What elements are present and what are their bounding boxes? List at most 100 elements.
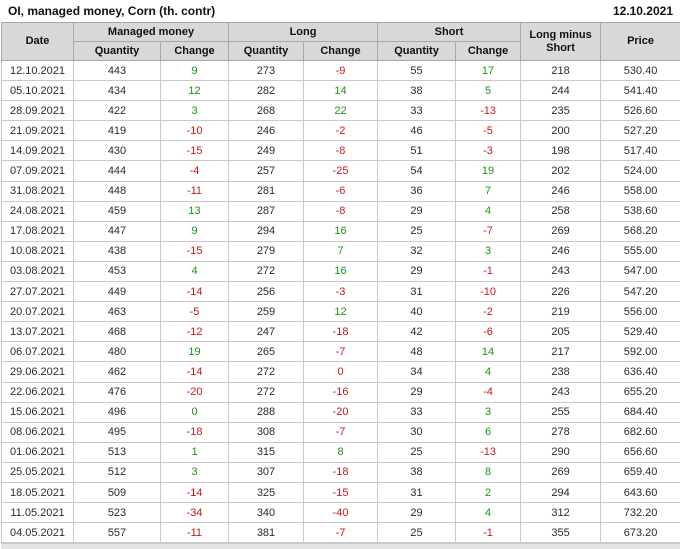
table-header: Date Managed money Long Short Long minus… [2, 23, 680, 61]
cell-mm-change: -15 [161, 241, 229, 261]
cell-long-minus-short: 269 [521, 221, 601, 241]
col-header-long-quantity: Quantity [229, 42, 304, 61]
cell-short-change: 14 [456, 342, 521, 362]
cell-long-change: 0 [304, 362, 378, 382]
cell-mm-change: -11 [161, 181, 229, 201]
cell-mm-quantity: 468 [74, 322, 161, 342]
cell-date: 27.07.2021 [2, 282, 74, 302]
cell-short-quantity: 29 [378, 382, 456, 402]
cell-date: 08.06.2021 [2, 422, 74, 442]
cell-long-quantity: 247 [229, 322, 304, 342]
cell-mm-change: -10 [161, 121, 229, 141]
cell-mm-quantity: 447 [74, 221, 161, 241]
cell-date: 25.05.2021 [2, 462, 74, 482]
col-header-price: Price [601, 23, 680, 61]
cell-mm-change: -14 [161, 282, 229, 302]
cell-mm-quantity: 419 [74, 121, 161, 141]
cell-date: 06.07.2021 [2, 342, 74, 362]
cell-mm-change: -5 [161, 302, 229, 322]
cell-long-minus-short: 246 [521, 181, 601, 201]
col-header-short-quantity: Quantity [378, 42, 456, 61]
cell-price: 556.00 [601, 302, 680, 322]
cell-long-quantity: 272 [229, 261, 304, 281]
cell-long-change: -8 [304, 201, 378, 221]
cell-mm-quantity: 513 [74, 442, 161, 462]
cell-long-quantity: 294 [229, 221, 304, 241]
cell-short-quantity: 38 [378, 81, 456, 101]
cell-long-change: 22 [304, 101, 378, 121]
cell-long-minus-short: 243 [521, 261, 601, 281]
cell-long-minus-short: 202 [521, 161, 601, 181]
cell-price: 517.40 [601, 141, 680, 161]
cell-long-quantity: 268 [229, 101, 304, 121]
cell-long-minus-short: 278 [521, 422, 601, 442]
cell-long-quantity: 325 [229, 482, 304, 502]
cell-short-change: -1 [456, 261, 521, 281]
cell-date: 18.05.2021 [2, 482, 74, 502]
cell-date: 14.09.2021 [2, 141, 74, 161]
cell-short-quantity: 29 [378, 503, 456, 523]
cell-date: 12.10.2021 [2, 61, 74, 81]
cell-mm-quantity: 430 [74, 141, 161, 161]
cell-price: 659.40 [601, 462, 680, 482]
col-header-long-change: Change [304, 42, 378, 61]
cell-long-quantity: 249 [229, 141, 304, 161]
cell-mm-quantity: 459 [74, 201, 161, 221]
cell-short-quantity: 30 [378, 422, 456, 442]
cell-long-change: -18 [304, 322, 378, 342]
cell-date: 15.06.2021 [2, 402, 74, 422]
cell-mm-quantity: 496 [74, 402, 161, 422]
cell-mm-change: 4 [161, 261, 229, 281]
col-group-short: Short [378, 23, 521, 42]
cell-long-change: 7 [304, 241, 378, 261]
cell-mm-change: 9 [161, 221, 229, 241]
cell-long-quantity: 315 [229, 442, 304, 462]
cell-price: 541.40 [601, 81, 680, 101]
col-group-long: Long [229, 23, 378, 42]
cell-price: 673.20 [601, 523, 680, 543]
cell-long-minus-short: 258 [521, 201, 601, 221]
cell-long-change: 14 [304, 81, 378, 101]
cell-short-change: 6 [456, 422, 521, 442]
cell-long-minus-short: 246 [521, 241, 601, 261]
cell-short-quantity: 33 [378, 101, 456, 121]
cell-mm-quantity: 495 [74, 422, 161, 442]
cell-long-minus-short: 198 [521, 141, 601, 161]
cell-short-quantity: 32 [378, 241, 456, 261]
cell-mm-quantity: 463 [74, 302, 161, 322]
cell-short-quantity: 40 [378, 302, 456, 322]
cell-long-minus-short: 294 [521, 482, 601, 502]
cell-short-quantity: 31 [378, 282, 456, 302]
cell-short-quantity: 46 [378, 121, 456, 141]
cell-short-change: 19 [456, 161, 521, 181]
cell-long-quantity: 279 [229, 241, 304, 261]
cell-long-quantity: 273 [229, 61, 304, 81]
cell-long-minus-short: 200 [521, 121, 601, 141]
col-header-long-minus-short: Long minus Short [521, 23, 601, 61]
cell-price: 592.00 [601, 342, 680, 362]
cell-mm-change: 0 [161, 402, 229, 422]
cell-long-change: -40 [304, 503, 378, 523]
cell-mm-change: -34 [161, 503, 229, 523]
cell-short-change: 2 [456, 482, 521, 502]
cell-long-minus-short: 218 [521, 61, 601, 81]
cell-date: 05.10.2021 [2, 81, 74, 101]
cell-long-change: -16 [304, 382, 378, 402]
cell-long-quantity: 287 [229, 201, 304, 221]
cell-short-change: 8 [456, 462, 521, 482]
cell-long-change: -7 [304, 422, 378, 442]
cell-long-change: -7 [304, 342, 378, 362]
cell-date: 21.09.2021 [2, 121, 74, 141]
cell-long-change: 16 [304, 261, 378, 281]
cell-date: 28.09.2021 [2, 101, 74, 121]
cell-price: 682.60 [601, 422, 680, 442]
